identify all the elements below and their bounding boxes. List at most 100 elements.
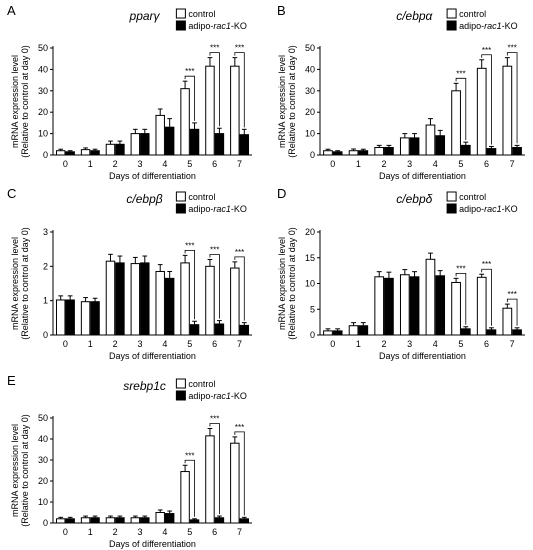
- significance-label: ***: [185, 241, 194, 250]
- bar-ko: [486, 329, 497, 336]
- y-tick-label: 50: [38, 43, 48, 53]
- x-axis-label: Days of differentiation: [109, 351, 196, 361]
- x-tick-label: 4: [162, 339, 167, 349]
- bar-control: [180, 471, 190, 524]
- x-tick-label: 5: [187, 159, 192, 169]
- bar-ko: [512, 147, 522, 156]
- bar-ko: [409, 276, 420, 336]
- bar-ko: [189, 128, 200, 156]
- x-tick-label: 7: [510, 159, 515, 169]
- bar-control: [180, 262, 190, 336]
- y-tick-label: 30: [38, 455, 48, 465]
- x-tick-label: 0: [63, 339, 68, 349]
- y-axis-label-line1: mRNA expression level: [277, 55, 287, 148]
- legend-swatch-control: [175, 8, 186, 19]
- x-tick-label: 2: [113, 159, 118, 169]
- bar-control: [348, 325, 359, 336]
- significance-label: ***: [185, 67, 194, 76]
- y-axis-label-line1: mRNA expression level: [10, 237, 20, 330]
- significance-label: ***: [456, 69, 465, 78]
- legend-ko-gene: rac1: [213, 21, 231, 31]
- x-tick-label: 4: [433, 159, 438, 169]
- y-axis-label-line1: mRNA expression level: [10, 424, 20, 517]
- y-tick-label: 10: [38, 129, 48, 139]
- x-tick-label: 4: [162, 527, 167, 537]
- bar-ko: [140, 262, 150, 336]
- bar-control: [80, 149, 91, 156]
- bar-ko: [214, 323, 225, 336]
- bar-control: [105, 517, 116, 524]
- x-tick-label: 1: [88, 527, 93, 537]
- bar-ko: [164, 126, 175, 156]
- bar-control: [451, 281, 461, 336]
- bar-ko: [90, 150, 100, 156]
- y-axis-label-line2: (Relative to control at day 0): [287, 45, 297, 158]
- significance-label: ***: [235, 44, 244, 53]
- x-tick-label: 1: [356, 339, 361, 349]
- bar-control: [105, 260, 116, 336]
- gene-title: c/ebpβ: [126, 192, 162, 206]
- legend-label-control: control: [188, 379, 215, 389]
- legend-swatch-ko: [175, 203, 186, 214]
- significance-bracket: [209, 423, 220, 515]
- legend-label-ko: adipo-rac1-KO: [188, 204, 247, 214]
- x-tick-label: 6: [212, 527, 217, 537]
- bar-control: [80, 301, 91, 336]
- x-tick-label: 1: [88, 159, 93, 169]
- legend-swatch-control: [175, 191, 186, 202]
- bar-control: [155, 270, 165, 336]
- bar-ko: [332, 330, 343, 336]
- gene-title: pparγ: [129, 9, 161, 23]
- x-tick-label: 5: [187, 527, 192, 537]
- legend-ko-suffix: -KO: [502, 21, 518, 31]
- bar-control: [230, 65, 240, 156]
- x-tick-label: 7: [237, 527, 242, 537]
- x-tick-label: 7: [237, 159, 242, 169]
- bar-control: [399, 137, 410, 156]
- y-tick-label: 20: [38, 476, 48, 486]
- legend-label-ko: adipo-rac1-KO: [459, 204, 518, 214]
- legend-ko-prefix: adipo-: [459, 21, 484, 31]
- legend-swatch-ko: [175, 390, 186, 401]
- bar-ko: [140, 517, 150, 524]
- legend-label-control: control: [188, 9, 215, 19]
- legend-swatch-control: [175, 378, 186, 389]
- gene-title: srebp1c: [123, 379, 166, 393]
- x-axis-label: Days of differentiation: [379, 171, 466, 181]
- x-tick-label: 0: [63, 159, 68, 169]
- bar-control: [374, 147, 385, 156]
- significance-bracket: [234, 52, 245, 128]
- legend-ko-suffix: -KO: [502, 204, 518, 214]
- panel-letter: D: [277, 186, 286, 201]
- y-tick-label: 5: [310, 304, 315, 314]
- bar-ko: [358, 150, 369, 156]
- y-tick-label: 0: [310, 150, 315, 160]
- bar-control: [502, 65, 513, 156]
- legend-ko-suffix: -KO: [231, 21, 247, 31]
- y-tick-label: 40: [38, 434, 48, 444]
- bar-control: [399, 274, 410, 336]
- y-tick-label: 10: [305, 279, 315, 289]
- x-tick-label: 0: [330, 159, 335, 169]
- bar-ko: [384, 147, 394, 156]
- legend-label-control: control: [459, 9, 486, 19]
- significance-label: ***: [210, 415, 219, 424]
- significance-bracket: [506, 298, 518, 326]
- bar-control: [502, 307, 513, 336]
- bar-ko: [239, 324, 250, 336]
- x-tick-label: 6: [212, 339, 217, 349]
- bar-ko: [435, 135, 446, 156]
- legend-ko-prefix: adipo-: [188, 204, 213, 214]
- legend-ko-suffix: -KO: [231, 204, 247, 214]
- bar-ko: [65, 151, 75, 156]
- bar-ko: [486, 148, 497, 156]
- x-tick-label: 6: [212, 159, 217, 169]
- y-tick-label: 30: [38, 86, 48, 96]
- bar-control: [451, 90, 461, 156]
- significance-bracket: [209, 52, 220, 127]
